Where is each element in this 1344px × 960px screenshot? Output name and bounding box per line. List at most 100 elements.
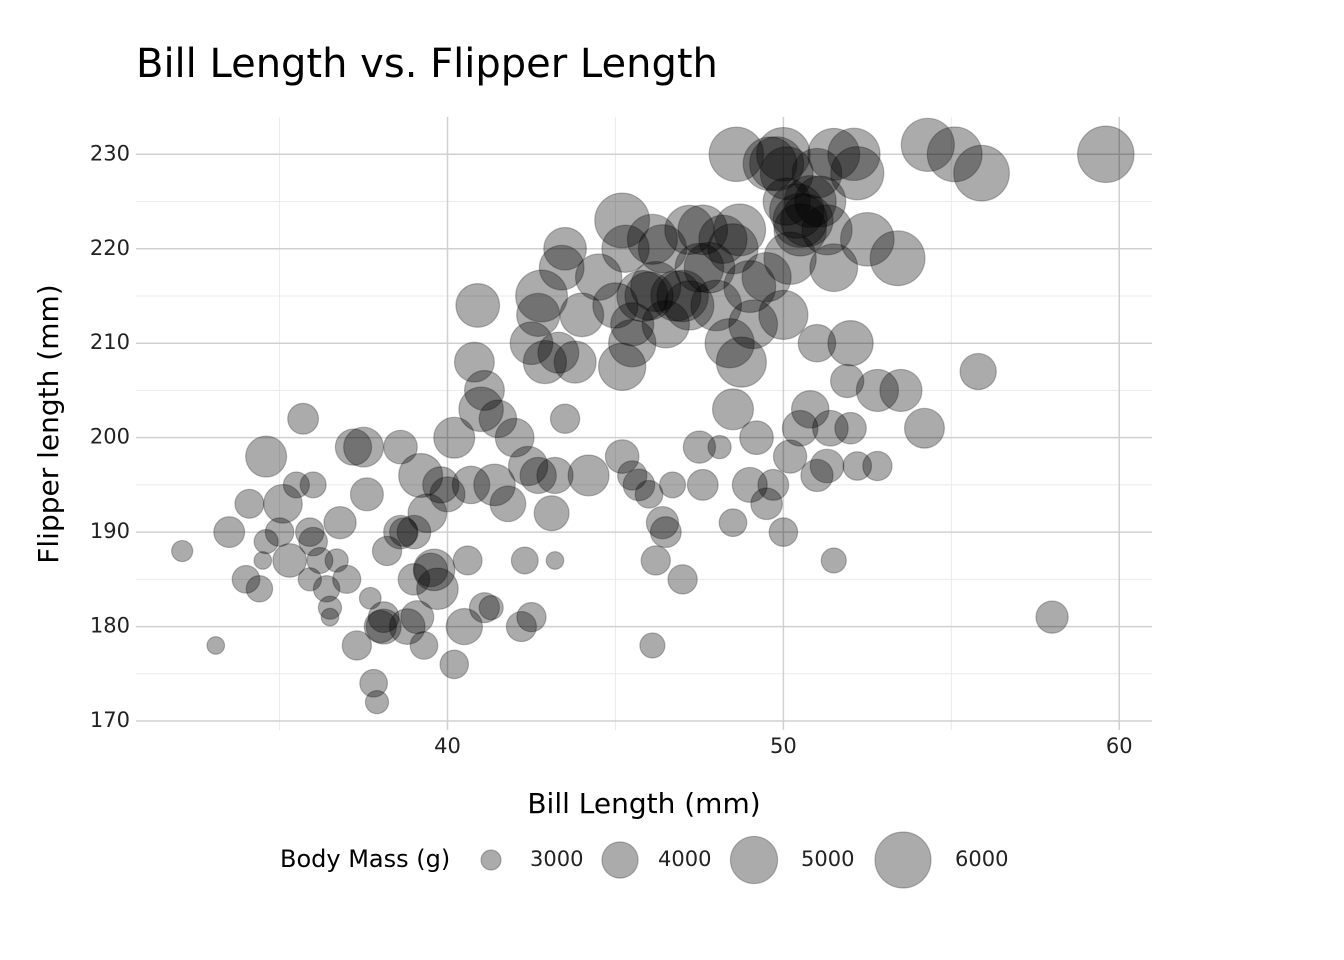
x-tick-label: 40 [434,734,461,758]
bubble [682,430,717,464]
bubble [397,562,431,596]
bubble [820,547,847,574]
bubble [468,592,501,624]
bubble [489,485,527,523]
bubble [610,302,655,347]
bubble [463,369,505,411]
bubble [1035,600,1069,634]
bubble [559,292,605,338]
bubble [809,243,859,293]
bubble [763,231,817,285]
bubble [359,668,389,698]
legend-bubble [601,841,639,879]
bubble [801,204,853,256]
bubble [383,429,418,465]
bubble [640,545,671,576]
bubble [713,203,767,257]
y-tick-label: 230 [90,141,130,165]
bubble [171,539,194,563]
bubble [781,409,819,447]
bubble [768,517,799,547]
bubble [312,574,341,603]
legend-label: 3000 [530,847,583,871]
bubble [439,649,470,680]
bubble [664,204,715,255]
bubble [358,586,382,610]
chart-title: Bill Length vs. Flipper Length [136,41,718,87]
x-tick-label: 50 [770,734,797,758]
bubble [433,416,476,459]
bubble [711,388,755,431]
bubble [317,595,343,620]
bubble [413,552,449,588]
bubble [234,488,265,519]
bubble [478,595,504,621]
legend-bubble [480,849,502,871]
bubble [608,319,657,368]
bubble [842,451,873,481]
bubble [245,574,274,603]
bubble [383,514,418,550]
bubble [371,535,403,567]
bubble [294,517,325,547]
bubble [749,136,805,192]
bubble [855,368,900,413]
bubble [641,300,691,349]
bubble [807,127,861,181]
bubble [507,445,549,487]
bubble [299,471,327,499]
bubble [739,420,774,456]
bubble [473,463,516,507]
bubble [388,608,426,645]
bubble [649,516,682,549]
bubble [398,452,444,499]
bubble [758,289,809,341]
bubble [445,607,484,646]
bubble [830,146,885,201]
x-axis-title: Bill Length (mm) [527,787,760,820]
legend-label: 4000 [658,847,711,871]
bubble [452,545,483,576]
bubble [264,517,295,547]
bubble [363,609,398,644]
bubble [715,336,767,388]
bubble [827,320,874,367]
bubble [674,242,725,293]
bubble [617,460,648,491]
bubble [900,117,955,173]
bubble [601,224,650,273]
bubble [538,244,585,291]
legend-bubble [874,831,932,889]
x-tick-label: 60 [1106,734,1133,758]
bubble [707,434,732,460]
bubble [567,454,610,497]
bubble [637,224,688,274]
bubble [728,299,779,350]
bubble [953,144,1010,202]
bubble [231,564,261,594]
bubble [879,368,923,413]
bubble [686,468,719,501]
bubble [829,363,865,399]
bubble [630,260,682,313]
bubble [287,402,320,435]
bubble [800,458,834,493]
bubble [306,546,334,575]
legend-title: Body Mass (g) [280,845,450,873]
bubble [639,632,666,659]
bubble [543,226,587,271]
y-tick-label: 210 [90,330,130,354]
bubble [762,177,811,226]
bubble [592,282,639,329]
bubble [364,689,390,715]
bubble [708,126,765,183]
bubble [522,339,568,385]
bubble [656,269,709,323]
bubble [343,426,385,468]
bubble [533,495,570,532]
bubble [253,551,273,570]
bubble [536,456,574,495]
bubble [634,479,664,509]
bubble [869,230,926,287]
